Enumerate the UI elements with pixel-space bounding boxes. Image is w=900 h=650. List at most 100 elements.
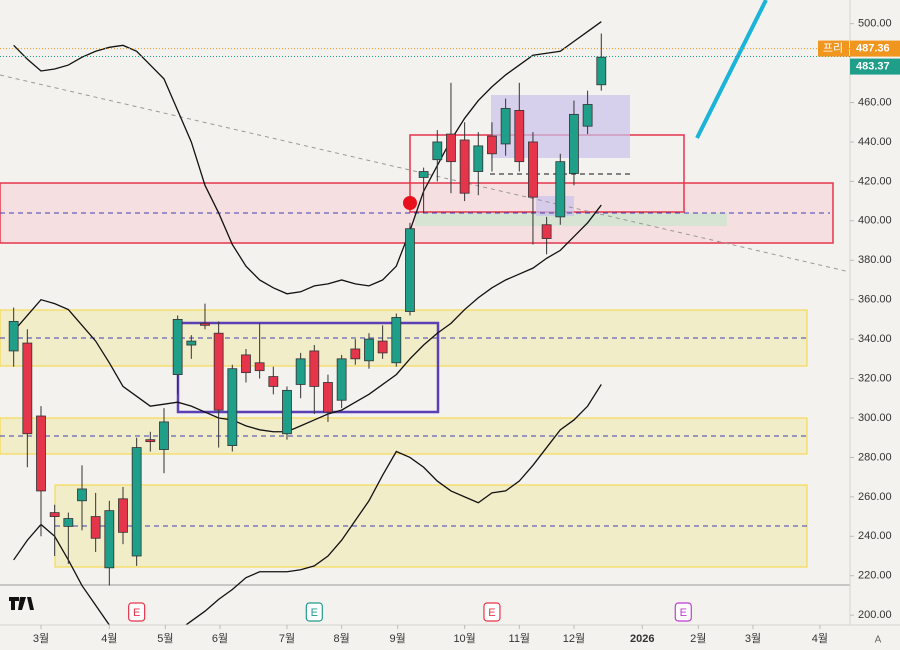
y-tick-label: 500.00 [858,18,892,30]
candle-body [63,518,74,527]
candle-body [159,421,169,450]
logo [9,597,34,610]
candle-body [295,358,306,385]
price-label-box [850,40,900,57]
price-label: 487.36 [856,42,890,54]
candle-body [405,228,415,312]
candle-body [459,139,470,194]
candle-body [377,340,388,354]
candle-body [596,56,607,86]
candle-body [268,376,279,387]
x-tick-label: 4월 [101,632,117,645]
candle-body [282,389,292,435]
candle-body [241,354,251,374]
y-tick-label: 340.00 [858,333,892,345]
candle-body [487,135,497,155]
x-tick-label: 2026 [630,633,654,645]
x-tick-label: 9월 [390,632,406,645]
candle-body [364,338,374,362]
candle-body [227,368,238,446]
candle-body [323,382,333,413]
price-tag: 프리 [823,41,843,54]
candle-body [446,133,456,163]
y-tick-label: 400.00 [858,215,892,227]
candle-body [473,145,484,172]
candle-body [514,110,525,163]
candle-body [131,447,142,557]
candle-body [336,358,347,401]
x-tick-label: 2월 [690,632,706,645]
y-tick-label: 320.00 [858,372,892,384]
x-tick-label: 5월 [157,632,173,645]
x-tick-label: 7월 [279,632,295,645]
zone [491,95,630,158]
event-label: E [133,607,140,619]
y-tick-label: 300.00 [858,412,892,424]
candle-body [254,362,265,372]
candle-body [309,350,320,387]
candle-body [500,108,511,145]
x-tick-label: 3월 [745,632,761,645]
event-label: E [311,607,318,619]
drawings [0,0,850,586]
candle-body [22,342,33,435]
candle-body [528,141,538,198]
candle-body [145,439,156,443]
candle-body [541,224,552,239]
y-tick-label: 440.00 [858,136,892,148]
price-label: 483.37 [856,60,890,72]
event-marker [674,602,692,622]
x-tick-label: 8월 [334,632,350,645]
candle-body [104,510,115,569]
x-tick-label: 12월 [563,632,585,645]
event-label: E [680,607,687,619]
candle-body [391,317,402,364]
event-marker [483,602,501,622]
price-axis [850,0,900,650]
event-marker [305,602,323,622]
candle-body [172,319,183,376]
y-tick-label: 200.00 [858,609,892,621]
zone [415,213,727,226]
signal-dot [403,196,417,210]
y-tick-label: 220.00 [858,570,892,582]
event-label: E [488,607,495,619]
band-line [13,384,602,625]
y-tick-label: 460.00 [858,96,892,108]
series [8,21,607,625]
y-tick-label: 360.00 [858,294,892,306]
x-tick-label: 10월 [453,632,475,645]
x-tick-label: 4월 [812,632,828,645]
zone [0,309,808,367]
candle-body [555,161,566,218]
candle-body [118,498,128,533]
candle-body [418,171,429,178]
candle-body [582,104,593,127]
candle-body [49,512,60,517]
x-tick-label: 6월 [212,632,228,645]
y-tick-label: 280.00 [858,451,892,463]
y-tick-label: 240.00 [858,530,892,542]
candle-body [77,488,87,502]
candle-body [350,348,361,360]
scale-mode[interactable]: A [875,635,882,646]
candle-body [186,340,197,346]
event-marker [128,602,146,622]
arrow-line [695,0,768,139]
candle-body [432,141,443,161]
candle-body [36,415,46,492]
trend-line [0,74,850,273]
candle-body [200,322,210,326]
price-tag-box [818,40,849,57]
x-tick-label: 3월 [33,632,49,645]
candle-body [90,516,101,539]
candle-body [213,332,224,411]
band-line [13,21,602,295]
price-label-box [850,58,900,75]
y-tick-label: 260.00 [858,491,892,503]
y-tick-label: 420.00 [858,175,892,187]
y-tick-label: 380.00 [858,254,892,266]
x-tick-label: 11월 [509,632,531,645]
